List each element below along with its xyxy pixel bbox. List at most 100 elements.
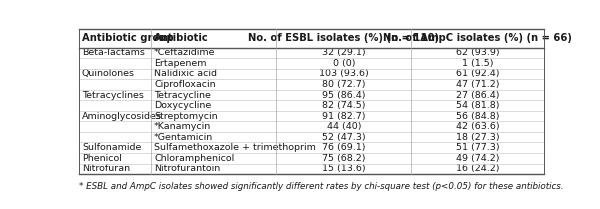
Text: 27 (86.4): 27 (86.4): [456, 90, 499, 99]
Bar: [411, 121, 544, 132]
Text: *Kanamycin: *Kanamycin: [154, 122, 211, 131]
Bar: [277, 29, 411, 48]
Bar: [277, 153, 411, 164]
Bar: [79, 48, 151, 58]
Text: 91 (82.7): 91 (82.7): [322, 112, 365, 121]
Text: No. of ESBL isolates (%) (n = 110): No. of ESBL isolates (%) (n = 110): [248, 33, 439, 43]
Text: 52 (47.3): 52 (47.3): [322, 133, 365, 142]
Bar: [277, 132, 411, 143]
Bar: [411, 153, 544, 164]
Text: 1 (1.5): 1 (1.5): [462, 59, 493, 68]
Bar: [151, 121, 277, 132]
Text: 62 (93.9): 62 (93.9): [455, 48, 499, 57]
Text: 80 (72.7): 80 (72.7): [322, 80, 365, 89]
Bar: [151, 69, 277, 79]
Text: No. of AmpC isolates (%) (n = 66): No. of AmpC isolates (%) (n = 66): [383, 33, 572, 43]
Bar: [151, 153, 277, 164]
Bar: [411, 100, 544, 111]
Text: * ESBL and AmpC isolates showed significantly different rates by chi-square test: * ESBL and AmpC isolates showed signific…: [79, 182, 563, 191]
Text: 95 (86.4): 95 (86.4): [322, 90, 365, 99]
Bar: [151, 100, 277, 111]
Bar: [411, 111, 544, 121]
Bar: [151, 111, 277, 121]
Bar: [79, 153, 151, 164]
Bar: [151, 48, 277, 58]
Text: 51 (77.3): 51 (77.3): [455, 143, 499, 152]
Bar: [151, 90, 277, 100]
Text: 61 (92.4): 61 (92.4): [456, 69, 499, 78]
Text: 42 (63.6): 42 (63.6): [455, 122, 499, 131]
Bar: [79, 100, 151, 111]
Bar: [79, 111, 151, 121]
Bar: [411, 58, 544, 69]
Text: 15 (13.6): 15 (13.6): [322, 164, 365, 173]
Bar: [411, 69, 544, 79]
Bar: [277, 48, 411, 58]
Text: Chloramphenicol: Chloramphenicol: [154, 154, 235, 163]
Text: Quinolones: Quinolones: [82, 69, 135, 78]
Bar: [151, 58, 277, 69]
Text: Sulfonamide: Sulfonamide: [82, 143, 142, 152]
Bar: [277, 121, 411, 132]
Text: Phenicol: Phenicol: [82, 154, 122, 163]
Bar: [151, 79, 277, 90]
Bar: [79, 58, 151, 69]
Text: 32 (29.1): 32 (29.1): [322, 48, 365, 57]
Text: Sulfamethoxazole + trimethoprim: Sulfamethoxazole + trimethoprim: [154, 143, 316, 152]
Text: Beta-lactams: Beta-lactams: [82, 48, 145, 57]
Bar: [277, 90, 411, 100]
Bar: [79, 164, 151, 174]
Text: Doxycycline: Doxycycline: [154, 101, 211, 110]
Text: 18 (27.3): 18 (27.3): [455, 133, 499, 142]
Text: 54 (81.8): 54 (81.8): [456, 101, 499, 110]
Bar: [277, 58, 411, 69]
Bar: [411, 29, 544, 48]
Bar: [411, 90, 544, 100]
Bar: [151, 132, 277, 143]
Text: 47 (71.2): 47 (71.2): [456, 80, 499, 89]
Bar: [79, 90, 151, 100]
Text: Tetracyclines: Tetracyclines: [82, 90, 144, 99]
Text: 49 (74.2): 49 (74.2): [456, 154, 499, 163]
Bar: [277, 111, 411, 121]
Bar: [79, 79, 151, 90]
Bar: [151, 164, 277, 174]
Text: 103 (93.6): 103 (93.6): [319, 69, 368, 78]
Bar: [277, 79, 411, 90]
Bar: [411, 48, 544, 58]
Bar: [79, 132, 151, 143]
Text: Antibiotic: Antibiotic: [154, 33, 209, 43]
Bar: [277, 69, 411, 79]
Text: Antibiotic group: Antibiotic group: [82, 33, 173, 43]
Text: Tetracycline: Tetracycline: [154, 90, 211, 99]
Text: *Ceftazidime: *Ceftazidime: [154, 48, 215, 57]
Bar: [411, 143, 544, 153]
Text: Nitrofurantoin: Nitrofurantoin: [154, 164, 220, 173]
Bar: [79, 69, 151, 79]
Bar: [411, 132, 544, 143]
Text: 56 (84.8): 56 (84.8): [456, 112, 499, 121]
Bar: [277, 100, 411, 111]
Text: Streptomycin: Streptomycin: [154, 112, 218, 121]
Text: 76 (69.1): 76 (69.1): [322, 143, 365, 152]
Text: Ciprofloxacin: Ciprofloxacin: [154, 80, 215, 89]
Text: Aminoglycosides: Aminoglycosides: [82, 112, 162, 121]
Text: Nalidixic acid: Nalidixic acid: [154, 69, 217, 78]
Bar: [151, 29, 277, 48]
Text: 75 (68.2): 75 (68.2): [322, 154, 365, 163]
Bar: [79, 143, 151, 153]
Bar: [79, 29, 151, 48]
Bar: [277, 143, 411, 153]
Bar: [277, 164, 411, 174]
Bar: [79, 121, 151, 132]
Text: 82 (74.5): 82 (74.5): [322, 101, 365, 110]
Text: Nitrofuran: Nitrofuran: [82, 164, 130, 173]
Text: 0 (0): 0 (0): [332, 59, 355, 68]
Text: Ertapenem: Ertapenem: [154, 59, 206, 68]
Text: 16 (24.2): 16 (24.2): [456, 164, 499, 173]
Bar: [151, 143, 277, 153]
Text: *Gentamicin: *Gentamicin: [154, 133, 214, 142]
Bar: [411, 79, 544, 90]
Bar: [411, 164, 544, 174]
Text: 44 (40): 44 (40): [326, 122, 361, 131]
